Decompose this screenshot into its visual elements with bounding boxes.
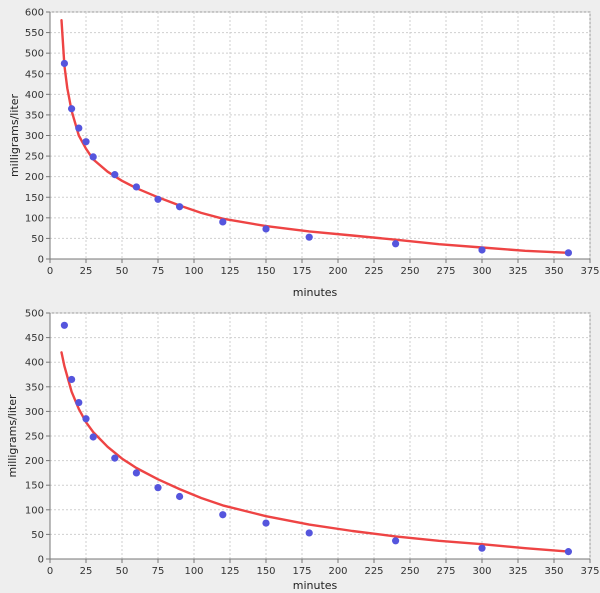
fit-curve [60,19,570,254]
x-tick-label: 300 [472,266,491,277]
x-tick-label: 175 [292,566,311,577]
x-tick-label: 25 [80,266,93,277]
y-tick-label: 500 [25,309,44,320]
x-tick-label: 325 [508,266,527,277]
x-tick-label: 150 [256,566,275,577]
x-tick-label: 275 [436,566,455,577]
data-point [82,415,90,423]
x-tick-label: 50 [116,266,129,277]
x-tick-label: 225 [364,566,383,577]
y-tick-label: 350 [25,110,44,121]
y-tick-label: 300 [25,407,44,418]
x-tick-label: 175 [292,266,311,277]
x-tick-label: 150 [256,266,275,277]
data-point [176,492,184,501]
x-tick-label: 275 [436,266,455,277]
data-point [305,529,313,537]
x-tick-label: 125 [220,266,239,277]
y-tick-label: 500 [25,49,44,60]
x-tick-label: 200 [328,566,347,577]
data-point [262,519,270,527]
data-point [75,124,83,132]
y-tick-label: 200 [25,456,44,467]
data-point [219,218,227,226]
x-tick-label: 225 [364,266,383,277]
data-point [89,433,97,441]
y-tick-label: 400 [25,358,44,369]
y-axis-title: milligrams/liter [6,394,19,478]
x-tick-label: 100 [184,266,203,277]
x-tick-label: 50 [116,566,129,577]
y-tick-label: 50 [31,530,44,541]
data-point [564,249,573,257]
data-point [478,544,486,552]
data-point [68,375,76,384]
x-tick-label: 75 [152,566,165,577]
y-tick-label: 100 [25,213,44,224]
data-point [89,153,97,161]
y-tick-label: 450 [25,333,44,344]
x-tick-label: 250 [400,266,419,277]
data-point [60,59,68,68]
y-tick-label: 300 [25,131,44,142]
y-tick-label: 150 [25,481,44,492]
x-tick-label: 100 [184,566,203,577]
data-point [154,484,162,492]
x-tick-label: 375 [580,566,599,577]
x-tick-label: 325 [508,566,527,577]
x-tick-label: 125 [220,566,239,577]
y-tick-label: 250 [25,152,44,163]
data-point [478,246,486,254]
x-axis-title: minutes [293,579,338,592]
data-point [564,548,573,556]
x-tick-label: 300 [472,566,491,577]
x-tick-label: 0 [47,266,53,277]
data-point [305,233,313,241]
y-axis-title: milligrams/liter [8,94,21,178]
x-axis-title: minutes [293,286,338,299]
y-tick-label: 0 [38,555,44,566]
data-point [392,240,400,248]
data-point [219,511,227,519]
x-tick-label: 25 [80,566,93,577]
chart-top: 0 25 50 75 100 125 150 175 200 225 250 275 300 325 350… [8,8,600,300]
data-point [111,171,119,179]
y-tick-label: 550 [25,28,44,39]
data-point [75,398,83,407]
data-point [68,105,76,113]
chart-bottom: 0 25 50 75 100 125 150 175 200 225 250 275 300 325 350… [6,309,600,593]
data-point [132,183,140,191]
x-tick-label: 350 [544,566,563,577]
fit-curve [60,351,570,553]
y-tick-label: 150 [25,193,44,204]
data-point [262,225,270,233]
data-point [154,195,162,203]
y-tick-label: 600 [25,8,44,19]
data-point [111,454,119,462]
data-point [82,138,90,146]
data-point [392,537,400,545]
x-tick-label: 350 [544,266,563,277]
y-tick-label: 250 [25,432,44,443]
y-tick-label: 400 [25,90,44,101]
data-point [60,321,68,329]
x-tick-label: 0 [47,566,53,577]
data-point [176,203,184,211]
x-tick-label: 75 [152,266,165,277]
y-tick-label: 100 [25,505,44,516]
y-tick-label: 450 [25,69,44,80]
y-tick-label: 200 [25,172,44,183]
x-tick-label: 200 [328,266,347,277]
x-tick-label: 375 [580,266,599,277]
x-tick-label: 250 [400,566,419,577]
data-point [132,469,140,477]
y-tick-label: 50 [31,234,44,245]
y-tick-label: 350 [25,382,44,393]
y-tick-label: 0 [38,255,44,266]
